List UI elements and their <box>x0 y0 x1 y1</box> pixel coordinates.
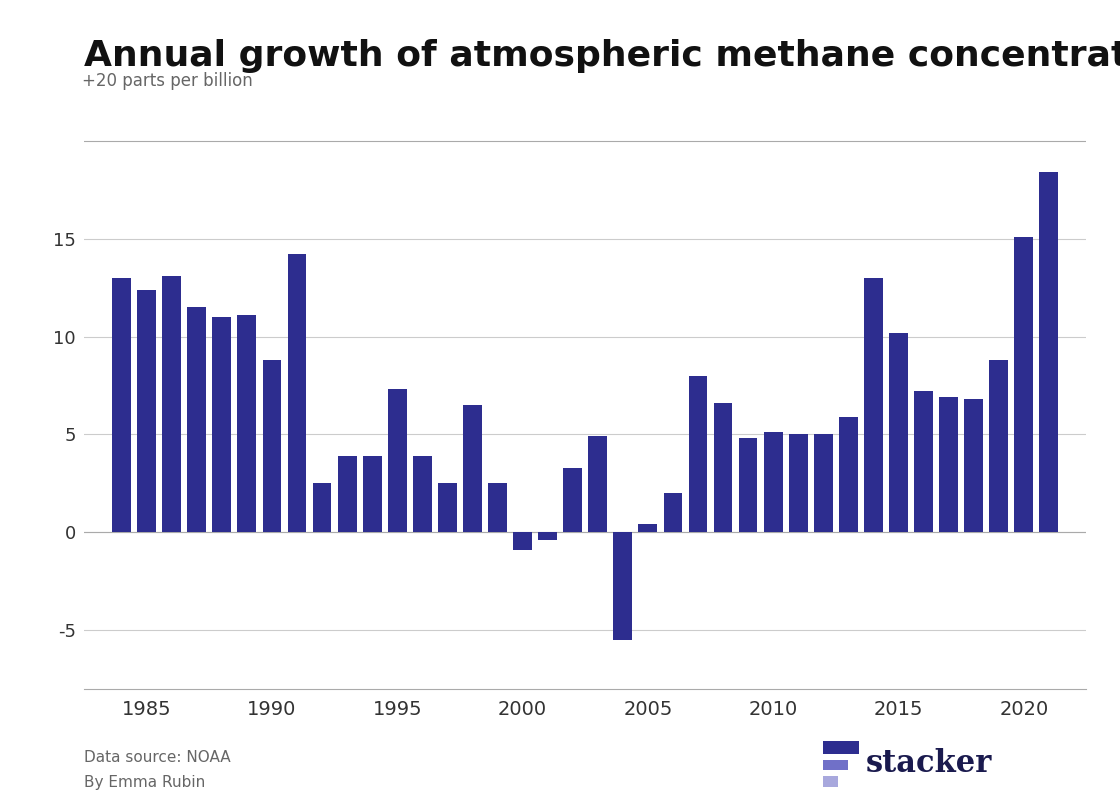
Bar <box>112 278 131 532</box>
Bar <box>788 434 808 532</box>
Bar <box>363 456 382 532</box>
Bar <box>388 390 407 532</box>
Bar <box>513 532 532 550</box>
Bar <box>764 433 783 532</box>
Bar <box>823 775 838 787</box>
Bar <box>889 333 908 532</box>
Text: Annual growth of atmospheric methane concentration: Annual growth of atmospheric methane con… <box>84 39 1120 73</box>
Bar <box>413 456 431 532</box>
Bar <box>823 741 859 754</box>
Bar <box>588 437 607 532</box>
Bar <box>312 484 332 532</box>
Bar <box>488 484 507 532</box>
Bar <box>539 532 557 540</box>
Text: By Emma Rubin: By Emma Rubin <box>84 774 205 790</box>
Bar <box>563 467 582 532</box>
Bar <box>663 493 682 532</box>
Text: stacker: stacker <box>866 748 992 779</box>
Bar <box>1039 173 1058 532</box>
Bar <box>1015 237 1033 532</box>
Bar <box>237 315 256 532</box>
Bar <box>463 405 482 532</box>
Bar <box>614 532 632 640</box>
Bar <box>940 397 958 532</box>
Bar <box>964 399 983 532</box>
Bar <box>187 307 206 532</box>
Bar <box>213 317 231 532</box>
Bar <box>713 403 732 532</box>
Bar <box>739 438 757 532</box>
Bar <box>338 456 356 532</box>
Bar <box>638 524 657 532</box>
Bar <box>162 276 181 532</box>
Bar <box>814 434 832 532</box>
Bar <box>138 290 156 532</box>
Text: Data source: NOAA: Data source: NOAA <box>84 750 231 765</box>
Bar <box>864 278 883 532</box>
Bar <box>914 391 933 532</box>
Bar <box>288 254 307 532</box>
Bar <box>262 360 281 532</box>
Bar <box>689 376 708 532</box>
Bar <box>839 416 858 532</box>
Text: +20 parts per billion: +20 parts per billion <box>82 72 253 91</box>
Bar <box>438 484 457 532</box>
Bar <box>989 360 1008 532</box>
Bar <box>823 760 848 770</box>
